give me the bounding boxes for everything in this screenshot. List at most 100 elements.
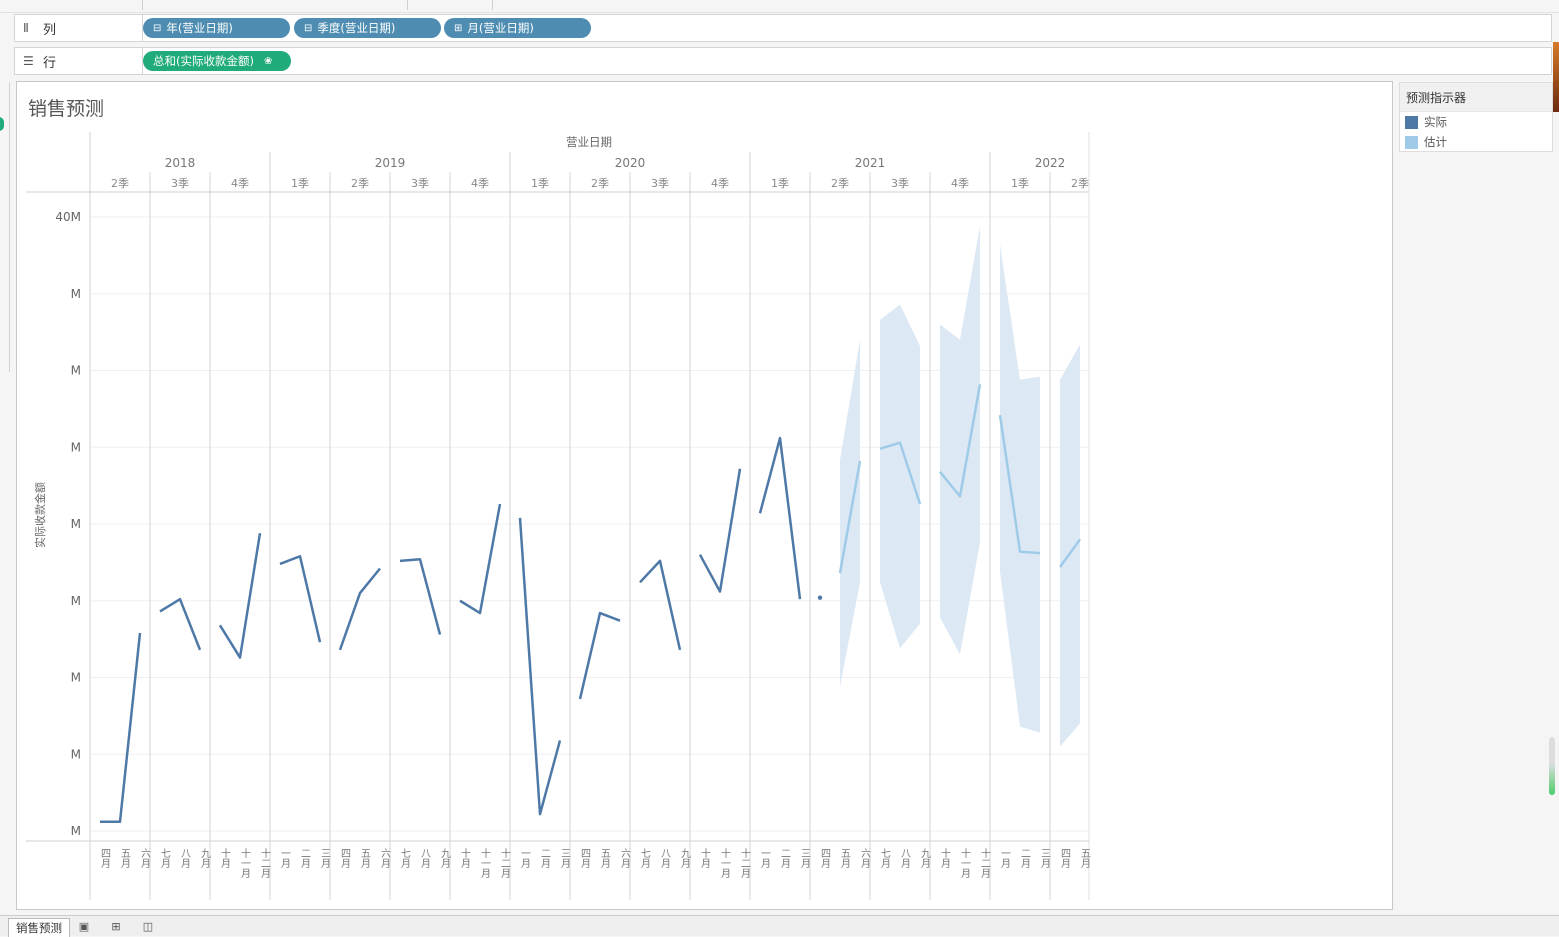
left-panel-edge (0, 82, 10, 372)
month-label: 十一月 (719, 847, 731, 879)
month-label: 四月 (579, 848, 591, 869)
month-label: 三月 (319, 848, 331, 869)
month-label: 十月 (459, 847, 471, 869)
pill-measure[interactable]: 总和(实际收款金额) ❀ (143, 51, 291, 71)
quarter-label: 4季 (711, 177, 729, 190)
estimate-line (939, 384, 982, 498)
actual-line (518, 517, 562, 816)
month-label: 二月 (1019, 848, 1031, 869)
month-label: 七月 (159, 848, 171, 869)
month-label: 七月 (399, 848, 411, 869)
month-label: 二月 (299, 848, 311, 869)
quarter-label: 4季 (231, 177, 249, 190)
y-tick-label: M (71, 517, 81, 531)
y-axis-label: 实际收款金额 (33, 482, 47, 548)
rows-shelf[interactable]: ☰ 行 总和(实际收款金额) ❀ (14, 47, 1552, 75)
y-tick-label: M (71, 824, 81, 838)
legend-swatch-actual (1405, 115, 1418, 129)
quarter-label: 3季 (411, 177, 429, 190)
month-label: 四月 (99, 848, 111, 869)
right-edge-thumbnail (1553, 42, 1559, 112)
month-label: 三月 (559, 848, 571, 869)
year-label: 2022 (1035, 156, 1066, 170)
month-label: 四月 (339, 848, 351, 869)
month-label: 七月 (879, 848, 891, 869)
month-label: 七月 (639, 848, 651, 869)
month-label: 二月 (539, 848, 551, 869)
month-label: 九月 (199, 848, 211, 869)
new-story-icon[interactable]: ◫ (142, 920, 154, 933)
legend-title: 预测指示器 (1400, 83, 1552, 112)
left-panel-handle[interactable] (0, 117, 4, 131)
actual-line (639, 559, 682, 651)
quarter-label: 4季 (951, 177, 969, 190)
collapse-icon[interactable]: ⊟ (304, 22, 313, 34)
month-label: 十一月 (479, 847, 491, 879)
month-label: 十二月 (499, 847, 511, 879)
actual-line (459, 503, 502, 615)
month-label: 十一月 (959, 847, 971, 879)
legend-swatch-estimate (1405, 135, 1418, 149)
actual-line (698, 468, 742, 593)
month-label: 一月 (999, 848, 1011, 869)
year-label: 2020 (615, 156, 646, 170)
quarter-label: 2季 (591, 177, 609, 190)
y-tick-label: M (71, 440, 81, 454)
forecast-chart: 营业日期 40M M M M M M M M M 实际收款金额 2季 3季 4季 2018 1季 2季 3季 4季 2… (26, 132, 1091, 900)
columns-icon: Ⅱ (23, 21, 29, 35)
quarter-label: 1季 (1011, 177, 1029, 190)
quarter-label: 3季 (651, 177, 669, 190)
quarter-label: 2季 (351, 177, 369, 190)
quarter-label: 4季 (471, 177, 489, 190)
estimate-band (880, 304, 920, 649)
year-label: 2019 (375, 156, 406, 170)
expand-icon[interactable]: ⊞ (454, 22, 463, 34)
y-tick-label: M (71, 287, 81, 301)
quarter-label: 1季 (291, 177, 309, 190)
quarter-label: 1季 (771, 177, 789, 190)
columns-shelf[interactable]: Ⅱ 列 ⊟ 年(营业日期) ⊟ 季度(营业日期) ⊞ 月(营业日期) (14, 14, 1552, 42)
pill-quarter[interactable]: ⊟ 季度(营业日期) (294, 18, 441, 38)
actual-line (758, 436, 802, 600)
pill-month[interactable]: ⊞ 月(营业日期) (444, 18, 591, 38)
actual-line (279, 554, 322, 643)
collapse-icon[interactable]: ⊟ (153, 22, 162, 34)
y-tick-label: M (71, 594, 81, 608)
scrollbar[interactable] (1549, 737, 1555, 795)
month-label: 二月 (779, 848, 791, 869)
estimate-band (940, 226, 980, 655)
column-field-title: 营业日期 (566, 135, 612, 149)
actual-line (399, 558, 442, 635)
new-dashboard-icon[interactable]: ⊞ (111, 920, 121, 933)
month-label: 六月 (859, 848, 871, 869)
month-label: 八月 (899, 848, 911, 869)
year-label: 2018 (165, 156, 196, 170)
worksheet: 销售预测 营业日期 40M M M M M M M M M 实际收款金额 2季 3季 4季 2018 1季 2季… (16, 81, 1393, 910)
month-label: 九月 (439, 848, 451, 869)
quarter-label: 1季 (531, 177, 549, 190)
quarter-label: 3季 (171, 177, 189, 190)
quarter-label: 3季 (891, 177, 909, 190)
legend-item-estimate[interactable]: 估计 (1400, 132, 1552, 152)
month-label: 三月 (799, 848, 811, 869)
columns-shelf-label: Ⅱ 列 (15, 15, 143, 41)
pill-year[interactable]: ⊟ 年(营业日期) (143, 18, 290, 38)
estimate-line (838, 460, 862, 574)
y-tick-label: M (71, 671, 81, 685)
quarter-label: 2季 (111, 177, 129, 190)
legend-item-actual[interactable]: 实际 (1400, 112, 1552, 132)
y-tick-label: 40M (55, 210, 81, 224)
month-label: 六月 (139, 848, 151, 869)
month-label: 八月 (179, 848, 191, 869)
estimate-band (1000, 244, 1040, 733)
y-tick-label: M (71, 364, 81, 378)
tab-sales-forecast[interactable]: 销售预测 (8, 918, 70, 937)
new-worksheet-icon[interactable]: ▣ (78, 920, 90, 933)
estimate-line (879, 441, 922, 505)
month-label: 九月 (679, 848, 691, 869)
actual-line (578, 611, 621, 700)
actual-line (338, 567, 381, 651)
month-label: 五月 (119, 848, 131, 869)
month-label: 八月 (419, 848, 431, 869)
y-tick-label: M (71, 747, 81, 761)
